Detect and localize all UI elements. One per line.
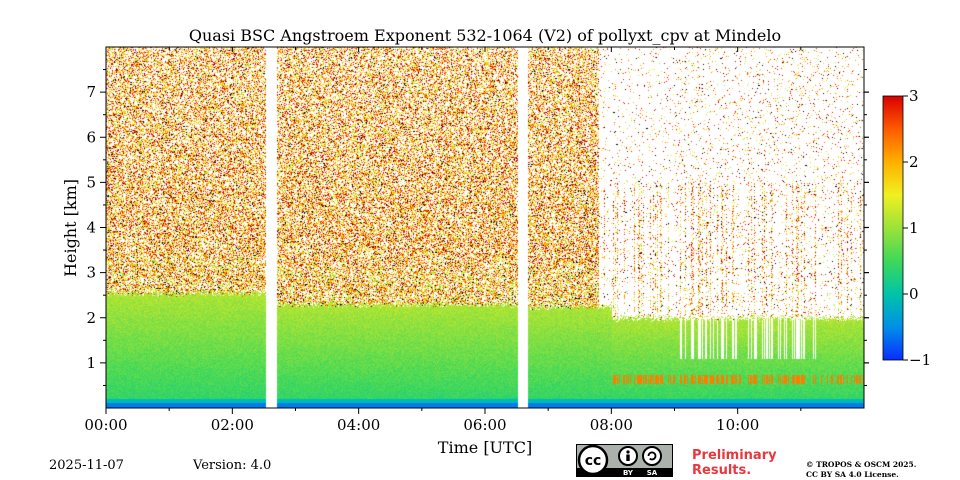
x-tick-label-5: 10:00 <box>716 416 759 434</box>
badge-by-label: BY <box>623 469 634 477</box>
chart-title: Quasi BSC Angstroem Exponent 532-1064 (V… <box>189 26 781 45</box>
x-tick-label-1: 02:00 <box>211 416 254 434</box>
copyright-line-1: © TROPOS & OSCM 2025. <box>806 460 917 469</box>
y-axis: 1 2 3 4 5 6 7 <box>86 69 869 386</box>
colorbar-tick-label-1: 2 <box>909 153 919 171</box>
y-tick-label-4: 5 <box>86 173 96 191</box>
colorbar-tick-label-3: 0 <box>909 285 919 303</box>
sa-icon-arrow <box>647 451 657 461</box>
y-tick-label-5: 6 <box>86 128 96 146</box>
x-tick-label-2: 04:00 <box>337 416 380 434</box>
cc-icon-text: cc <box>585 453 602 469</box>
footer-version: Version: 4.0 <box>193 458 272 473</box>
y-axis-label: Height [km] <box>61 179 80 277</box>
colorbar: 3 2 1 0 −1 <box>882 87 931 369</box>
colorbar-tick-label-2: 1 <box>909 219 919 237</box>
x-axis: 00:00 02:00 04:00 06:00 08:00 10:00 <box>84 47 802 434</box>
heatmap-image <box>106 47 864 408</box>
preliminary-notice: Preliminary Results. <box>692 448 792 478</box>
y-tick-label-6: 7 <box>86 83 96 101</box>
y-tick-label-0: 1 <box>86 354 96 372</box>
sa-icon <box>642 446 662 466</box>
x-tick-label-0: 00:00 <box>84 416 127 434</box>
y-tick-label-2: 3 <box>86 264 96 282</box>
copyright-line-2: CC BY SA 4.0 License. <box>806 470 899 479</box>
y-tick-label-1: 2 <box>86 309 96 327</box>
colorbar-gradient <box>882 95 904 361</box>
x-axis-label: Time [UTC] <box>438 438 532 457</box>
cc-by-sa-badge[interactable]: cc BY SA <box>576 444 673 477</box>
x-tick-label-3: 06:00 <box>463 416 506 434</box>
by-icon-body <box>626 454 630 461</box>
preliminary-line-2: Results. <box>692 463 752 478</box>
colorbar-tick-label-4: −1 <box>909 351 931 369</box>
y-tick-label-3: 4 <box>86 219 96 237</box>
cc-icon <box>577 444 609 476</box>
footer-date: 2025-11-07 <box>49 458 124 473</box>
x-tick-label-4: 08:00 <box>590 416 633 434</box>
preliminary-line-1: Preliminary <box>692 448 777 463</box>
copyright-notice: © TROPOS & OSCM 2025. CC BY SA 4.0 Licen… <box>806 460 956 480</box>
colorbar-tick-label-0: 3 <box>909 87 919 105</box>
by-icon-head <box>626 450 630 454</box>
badge-sa-label: SA <box>647 469 658 477</box>
colorbar-ticks: 3 2 1 0 −1 <box>903 87 931 369</box>
plot-area: 00:00 02:00 04:00 06:00 08:00 10:00 1 2 3 4 5 6 7 <box>84 46 869 434</box>
